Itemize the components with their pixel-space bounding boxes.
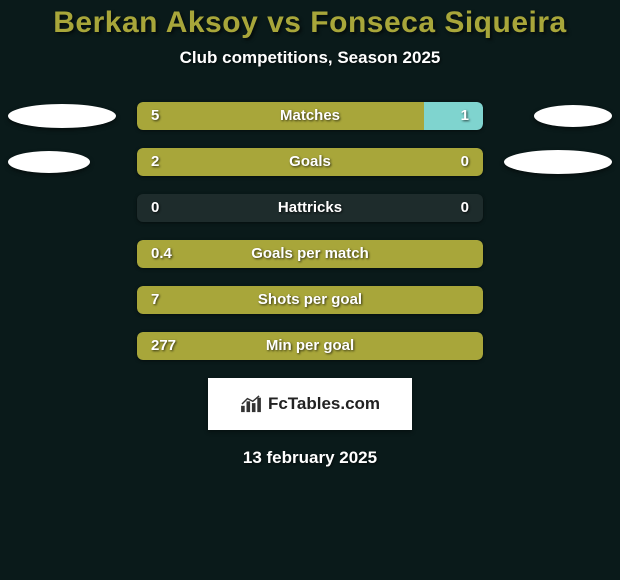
stat-bar: 51Matches [137,102,483,130]
logo-inner: FcTables.com [240,394,380,414]
stats-area: 51Matches 20Goals 00Hattricks 0.4Goals per … [0,102,620,360]
chart-icon [240,395,262,413]
subtitle: Club competitions, Season 2025 [0,48,620,68]
logo-badge: FcTables.com [208,378,412,430]
stat-row: 20Goals [0,148,620,176]
stat-label: Matches [137,102,483,130]
date: 13 february 2025 [0,448,620,468]
player1-marker [8,151,90,173]
stat-bar: 00Hattricks [137,194,483,222]
stat-label: Hattricks [137,194,483,222]
stat-bar: 0.4Goals per match [137,240,483,268]
stat-row: 0.4Goals per match [0,240,620,268]
stat-label: Goals [137,148,483,176]
player1-marker [8,104,116,128]
stat-row: 51Matches [0,102,620,130]
player2-marker [504,150,612,174]
player2-marker [534,105,612,127]
stat-row: 00Hattricks [0,194,620,222]
page-title: Berkan Aksoy vs Fonseca Siqueira [0,6,620,40]
stat-row: 277Min per goal [0,332,620,360]
stat-bar: 20Goals [137,148,483,176]
stat-bar: 7Shots per goal [137,286,483,314]
stat-label: Min per goal [137,332,483,360]
logo-text: FcTables.com [268,394,380,414]
stat-label: Goals per match [137,240,483,268]
comparison-panel: Berkan Aksoy vs Fonseca Siqueira Club co… [0,0,620,468]
stat-row: 7Shots per goal [0,286,620,314]
stat-label: Shots per goal [137,286,483,314]
stat-bar: 277Min per goal [137,332,483,360]
